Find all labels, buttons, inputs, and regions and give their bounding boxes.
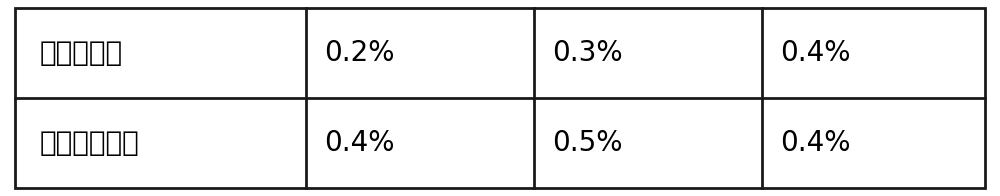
Text: 0.3%: 0.3% bbox=[552, 39, 623, 67]
Text: 芳烃类残留率: 芳烃类残留率 bbox=[40, 129, 140, 157]
Text: 0.4%: 0.4% bbox=[780, 39, 850, 67]
Text: 0.4%: 0.4% bbox=[324, 129, 394, 157]
Text: 0.5%: 0.5% bbox=[552, 129, 622, 157]
Text: 0.4%: 0.4% bbox=[780, 129, 850, 157]
Text: 0.2%: 0.2% bbox=[324, 39, 394, 67]
Text: 脂类残留率: 脂类残留率 bbox=[40, 39, 123, 67]
